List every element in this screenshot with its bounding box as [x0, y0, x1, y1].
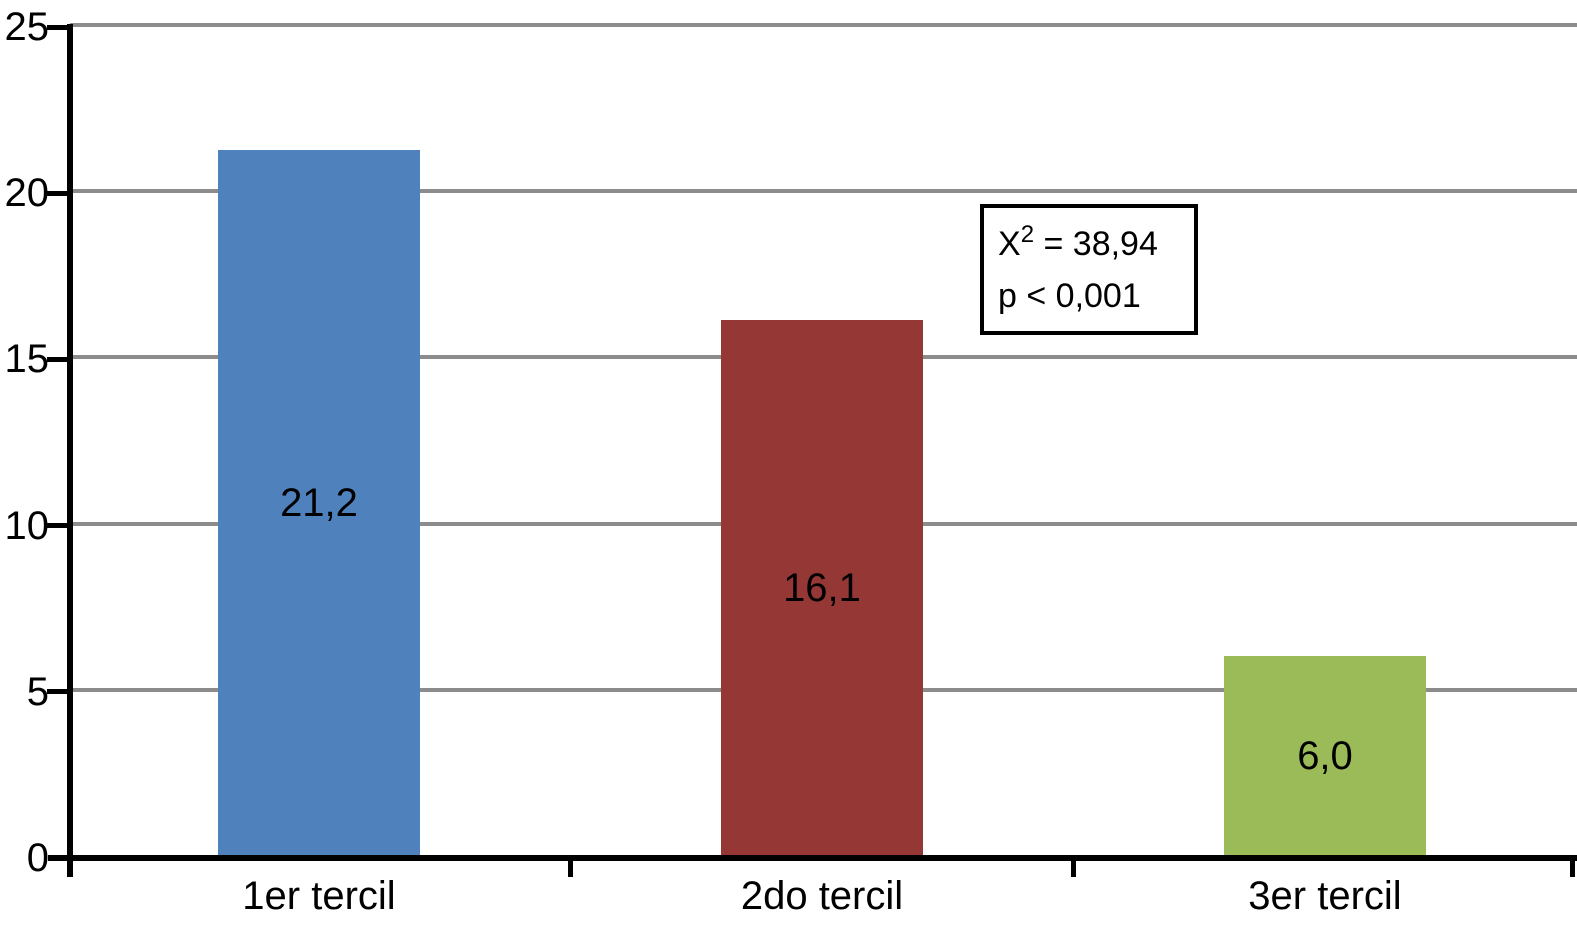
bar-3er-tercil [1224, 656, 1426, 855]
x-axis-tick [568, 855, 573, 877]
bar-1er-tercil [218, 150, 420, 855]
gridline [70, 189, 1577, 194]
stats-annotation-box: X2 = 38,94 p < 0,001 [980, 204, 1198, 335]
x-axis-tick [1071, 855, 1076, 877]
y-axis-label: 20 [4, 171, 50, 215]
x-axis-tick [1570, 855, 1575, 877]
y-axis-label: 0 [26, 836, 49, 880]
chi-square-line: X2 = 38,94 [998, 220, 1194, 272]
chi-symbol: X [998, 225, 1021, 263]
chi-exponent: 2 [1020, 221, 1035, 248]
x-axis-category-label: 2do tercil [740, 874, 904, 918]
y-axis-tick [47, 689, 69, 694]
bar-value-label: 6,0 [1297, 734, 1353, 778]
x-axis-line [48, 855, 1577, 861]
bar-value-label: 16,1 [783, 566, 861, 610]
p-value-line: p < 0,001 [998, 277, 1141, 315]
y-axis-tick [47, 25, 69, 30]
y-axis-label: 5 [26, 670, 49, 714]
y-axis-label: 15 [4, 337, 50, 381]
bar-2do-tercil [721, 320, 923, 855]
y-axis-tick [47, 357, 69, 362]
y-axis-line [67, 24, 73, 877]
y-axis-tick [47, 191, 69, 196]
x-axis-category-label: 3er tercil [1248, 874, 1402, 918]
x-axis-category-label: 1er tercil [242, 874, 396, 918]
gridline [70, 23, 1577, 27]
y-axis-tick [47, 523, 69, 528]
chi-value: = 38,94 [1034, 225, 1158, 263]
y-axis-label: 10 [4, 504, 50, 548]
y-axis-label: 25 [4, 5, 50, 49]
bar-value-label: 21,2 [280, 481, 358, 525]
